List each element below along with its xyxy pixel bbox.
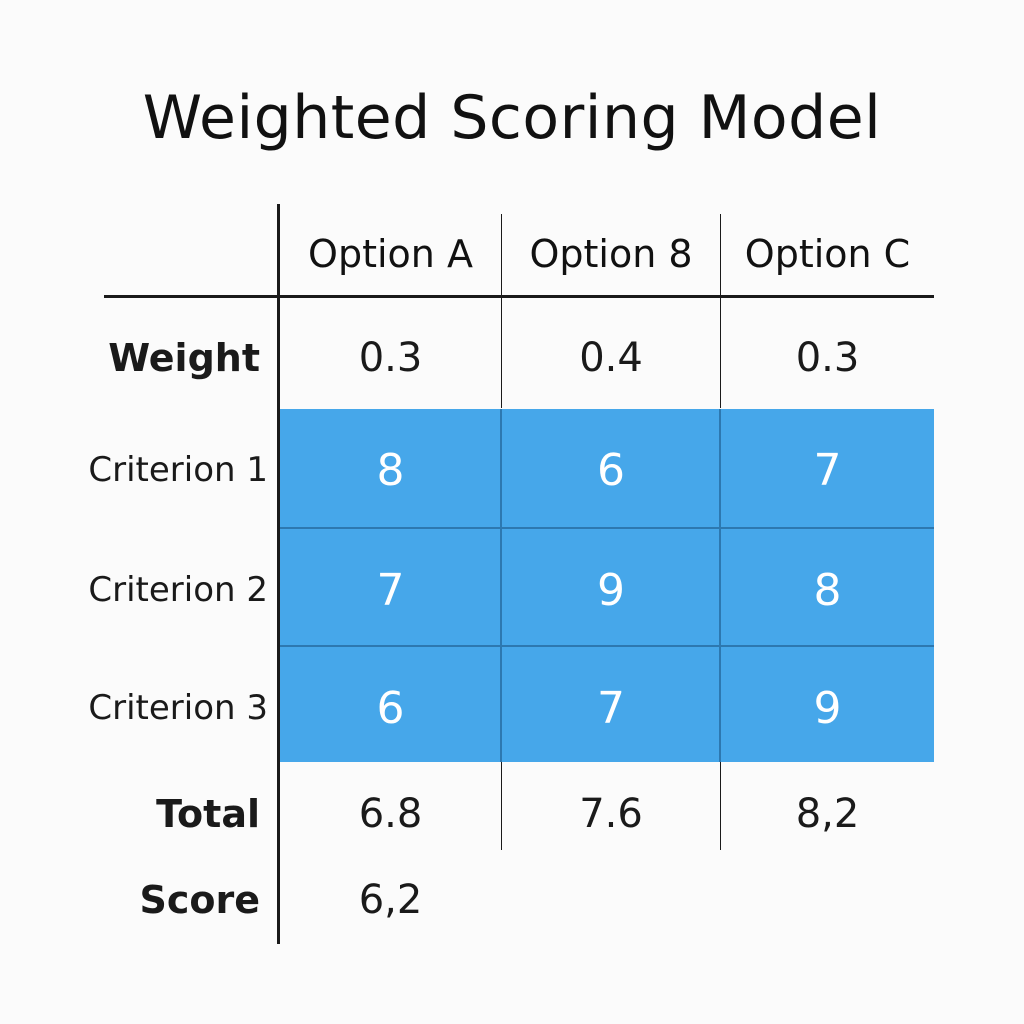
row-label-criterion-2: Criterion 2 [88, 570, 268, 610]
column-divider-bc-top [720, 214, 721, 408]
weight-option-b: 0.4 [579, 335, 643, 381]
score-c1-option-b: 6 [597, 444, 625, 496]
highlight-divider-row1 [280, 527, 934, 529]
score-c3-option-b: 7 [597, 682, 625, 734]
row-label-weight: Weight [108, 336, 260, 380]
weight-option-c: 0.3 [795, 335, 860, 381]
column-divider-ab-top [501, 214, 502, 408]
score-c2-option-a: 7 [376, 564, 405, 616]
score-c3-option-c: 9 [813, 682, 842, 734]
table-vertical-rule [277, 204, 280, 944]
table-header-rule [104, 295, 934, 298]
chart-title: Weighted Scoring Model [142, 83, 882, 153]
total-option-c: 8,2 [795, 791, 860, 837]
highlight-divider-ab [500, 409, 502, 762]
column-divider-bc-bottom [720, 762, 721, 850]
row-label-score: Score [139, 878, 260, 922]
score-highlight-block [280, 409, 934, 762]
total-option-b: 7.6 [579, 791, 643, 837]
weight-option-a: 0.3 [358, 335, 423, 381]
row-label-criterion-3: Criterion 3 [88, 688, 268, 728]
column-header-option-c: Option C [744, 232, 911, 276]
score-c2-option-c: 8 [813, 564, 842, 616]
score-value: 6,2 [358, 877, 423, 923]
column-header-option-a: Option A [308, 232, 473, 276]
score-c1-option-c: 7 [813, 444, 842, 496]
row-label-criterion-1: Criterion 1 [88, 450, 268, 490]
total-option-a: 6.8 [358, 791, 423, 837]
column-divider-ab-bottom [501, 762, 502, 850]
score-c1-option-a: 8 [376, 444, 405, 496]
column-header-option-b: Option 8 [529, 232, 693, 276]
highlight-divider-row2 [280, 645, 934, 647]
score-c2-option-b: 9 [597, 564, 625, 616]
row-label-total: Total [156, 792, 260, 836]
score-c3-option-a: 6 [376, 682, 405, 734]
highlight-divider-bc [719, 409, 721, 762]
